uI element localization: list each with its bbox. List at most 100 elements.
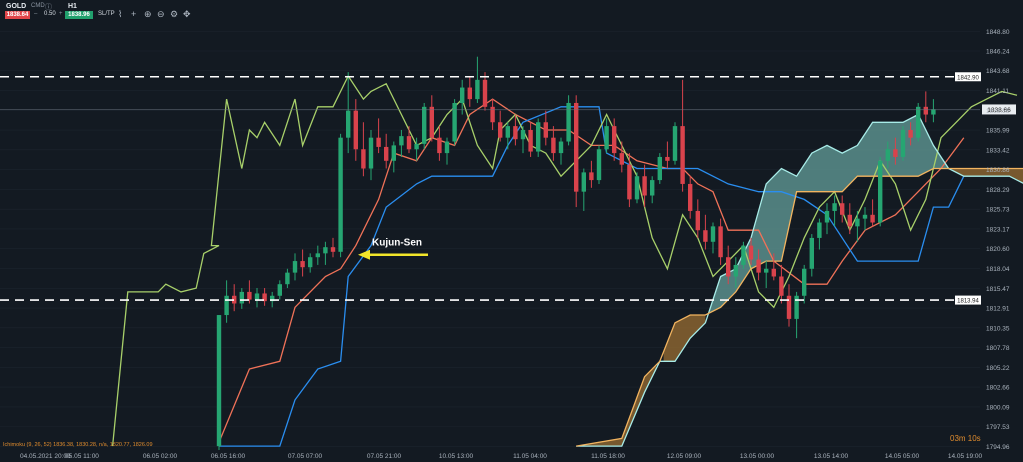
candle-body	[368, 137, 374, 169]
x-tick-label: 06.05 16:00	[211, 453, 246, 460]
candle-body	[361, 149, 366, 169]
y-tick-label: 1825.73	[986, 207, 1010, 214]
candle-body	[650, 180, 655, 196]
lot-size-input[interactable]: 0.50	[44, 11, 56, 17]
candle-body	[566, 102, 571, 142]
grid	[0, 30, 980, 447]
candle-body	[703, 230, 708, 242]
candle-body	[330, 247, 336, 252]
candle-body	[794, 295, 799, 319]
level-price-box	[955, 72, 981, 82]
level-price-box	[955, 295, 981, 305]
candle-body	[232, 295, 237, 304]
annotation: Kujun-Sen	[358, 238, 428, 260]
candle-body	[855, 218, 860, 227]
candle-body	[908, 129, 913, 138]
symbol-label[interactable]: GOLD	[6, 3, 27, 10]
candle-body	[802, 268, 807, 296]
senkou-span-b-line	[576, 167, 1023, 447]
candle-body	[444, 141, 450, 154]
x-tick-label: 07.05 07:00	[288, 453, 323, 460]
y-tick-label: 1833.42	[986, 147, 1010, 154]
candle-body	[384, 146, 389, 161]
y-tick-label: 1846.24	[986, 48, 1010, 55]
crosshair-icon[interactable]: +	[131, 9, 137, 19]
current-price-box	[982, 104, 1016, 115]
x-tick-label: 06.05 02:00	[143, 453, 178, 460]
candle-body	[627, 164, 632, 200]
candle-body	[308, 257, 313, 268]
candle-body	[672, 126, 678, 161]
market-tag: CMD	[31, 3, 45, 9]
candle-body	[247, 291, 252, 300]
candle-body	[551, 137, 556, 154]
candle-body	[589, 172, 594, 181]
y-tick-label: 1843.68	[986, 68, 1010, 75]
candle-body	[870, 214, 875, 223]
candle-body	[513, 126, 518, 140]
lot-increase-button[interactable]: +	[59, 11, 63, 17]
candle-body	[216, 315, 222, 447]
y-tick-label: 1800.09	[986, 404, 1010, 411]
candle-body	[300, 261, 305, 268]
y-tick-label: 1805.22	[986, 365, 1010, 372]
candle-body	[338, 137, 343, 252]
candle-body	[414, 143, 419, 150]
candle-body	[923, 106, 928, 115]
current-price-label: 1838.66	[987, 107, 1011, 114]
zoom-out-icon[interactable]: ⊖	[157, 9, 165, 19]
timeframe-label[interactable]: H1	[68, 3, 77, 10]
candle-body	[733, 264, 738, 277]
candle-body	[771, 268, 776, 277]
x-tick-label: 04.05.2021 20:00	[20, 453, 71, 460]
info-icon[interactable]: ⓘ	[45, 4, 52, 11]
candle-body	[931, 109, 936, 115]
candle-body	[840, 203, 845, 215]
annotation-arrow-head	[358, 249, 370, 260]
candle-body	[726, 257, 731, 277]
candle-body	[619, 153, 624, 165]
candle-body	[536, 122, 541, 152]
x-tick-label: 11.05 04:00	[513, 453, 547, 460]
x-tick-label: 05.05 11:00	[65, 453, 99, 460]
x-tick-label: 07.05 21:00	[367, 453, 402, 460]
lot-decrease-button[interactable]: –	[34, 11, 38, 17]
candle-body	[748, 245, 754, 260]
y-tick-label: 1810.35	[986, 325, 1010, 332]
candle-body	[832, 203, 837, 211]
candle-body	[642, 176, 647, 196]
y-tick-label: 1828.29	[986, 187, 1010, 194]
candle-body	[292, 261, 298, 273]
candle-body	[498, 122, 503, 138]
candle-body	[612, 126, 617, 154]
x-tick-label: 10.05 13:00	[439, 453, 474, 460]
candle-body	[558, 141, 564, 154]
y-tick-label: 1830.86	[986, 167, 1010, 174]
candle-body	[277, 284, 282, 296]
candle-body	[346, 110, 351, 138]
candle-body	[452, 102, 457, 142]
candle-body	[262, 293, 267, 302]
horizontal-levels: 1842.90 1813.94 1838.66	[0, 72, 1016, 305]
candle-body	[878, 160, 883, 223]
level-price-label: 1842.90	[957, 75, 979, 81]
candle-body	[391, 145, 396, 161]
candle-body	[429, 106, 434, 138]
bullish-cloud	[709, 114, 949, 314]
sell-button[interactable]: 1838.64	[5, 11, 30, 19]
move-icon[interactable]: ✥	[183, 9, 191, 19]
y-tick-label: 1794.96	[986, 444, 1010, 451]
indicator-legend[interactable]: Ichimoku (9, 26, 52) 1836.38, 1830.28, n…	[3, 442, 153, 448]
settings-icon[interactable]: ⚙	[170, 9, 179, 19]
candle-body	[809, 237, 814, 269]
kijun-sen-line	[219, 106, 965, 447]
buy-button[interactable]: 1838.96	[65, 11, 93, 19]
candle-body	[323, 247, 328, 254]
sltp-button[interactable]: SL/TP	[98, 11, 115, 17]
y-tick-label: 1812.91	[986, 306, 1010, 313]
candle-body	[710, 226, 716, 242]
zoom-in-icon[interactable]: ⊕	[144, 9, 152, 19]
candle-body	[779, 276, 784, 296]
line-chart-icon[interactable]: ⌇	[118, 9, 123, 19]
